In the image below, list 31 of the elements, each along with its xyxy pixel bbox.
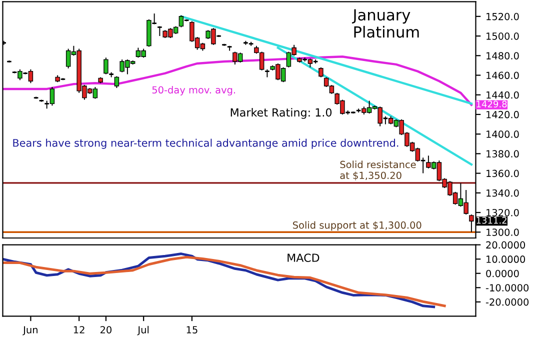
y-tick-label: -10.0000 bbox=[486, 284, 529, 292]
y-tick-label: 0.0000 bbox=[486, 270, 519, 278]
text: 1429.8 bbox=[476, 100, 507, 108]
y-tick-label: 1500.0 bbox=[486, 32, 519, 40]
y-tick-label: 1400.0 bbox=[486, 130, 519, 138]
text: 1311.2 bbox=[476, 216, 506, 224]
x-tick-label: 15 bbox=[186, 326, 198, 334]
y-tick-label: 1420.0 bbox=[486, 110, 519, 118]
y-tick-label: 1380.0 bbox=[486, 150, 519, 158]
x-tick-label: 20 bbox=[100, 326, 112, 334]
y-tick-label: 1440.0 bbox=[486, 91, 519, 99]
ref-line-label: Solid resistance at $1,350.20 bbox=[340, 160, 416, 180]
text: January Platinum bbox=[352, 9, 419, 38]
annotation: Market Rating: 1.0 bbox=[230, 108, 332, 119]
series-label: 50-day mov. avg. bbox=[152, 86, 236, 96]
y-tick-label: 1360.0 bbox=[486, 170, 519, 178]
y-tick-label: 1480.0 bbox=[486, 52, 519, 60]
y-tick-label: 1300.0 bbox=[486, 228, 519, 236]
y-tick-label: -20.0000 bbox=[486, 298, 529, 306]
x-tick-label: Jun bbox=[22, 326, 38, 336]
y-tick-label: 20.0000 bbox=[486, 241, 526, 249]
y-tick-label: 1320.0 bbox=[486, 208, 519, 216]
y-tick-label: 1340.0 bbox=[486, 189, 519, 197]
x-tick-label: Jul bbox=[137, 326, 149, 336]
y-tick-label: 10.0000 bbox=[486, 256, 526, 263]
y-tick-label: 1460.0 bbox=[486, 72, 519, 80]
ref-line-label: Solid support at $1,300.00 bbox=[292, 221, 422, 231]
x-tick-label: 12 bbox=[74, 326, 84, 334]
annotation: Bears have strong near-term technical advantange amid price downtrend. bbox=[13, 138, 398, 149]
annotation: MACD bbox=[288, 254, 320, 262]
y-tick-label: 1520.0 bbox=[486, 12, 519, 20]
